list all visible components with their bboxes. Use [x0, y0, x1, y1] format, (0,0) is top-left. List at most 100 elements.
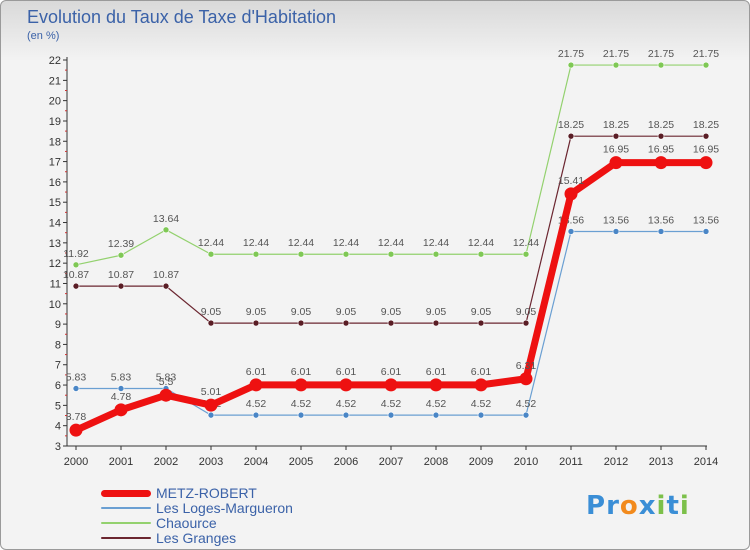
x-tick-label: 2009 [469, 456, 493, 468]
chart-title: Evolution du Taux de Taxe d'Habitation [27, 7, 336, 27]
data-label-metz-robert: 6.01 [471, 366, 492, 378]
data-label-les-loges-margueron: 13.56 [648, 214, 674, 226]
data-label-les-granges: 18.25 [648, 119, 674, 131]
data-label-les-granges: 18.25 [693, 119, 719, 131]
data-label-les-granges: 9.05 [516, 306, 537, 318]
data-label-metz-robert: 6.01 [291, 366, 312, 378]
data-label-les-granges: 9.05 [246, 306, 267, 318]
data-label-les-granges: 10.87 [63, 269, 89, 281]
data-point-metz-robert [609, 156, 623, 170]
x-tick-label: 2007 [379, 456, 403, 468]
data-point-les-loges-margueron [252, 411, 260, 419]
logo-letter: i [656, 491, 667, 521]
data-point-metz-robert [339, 378, 353, 392]
data-point-metz-robert [249, 378, 263, 392]
data-label-les-granges: 9.05 [336, 306, 357, 318]
data-point-les-loges-margueron [657, 228, 665, 235]
data-point-metz-robert [294, 378, 308, 392]
data-point-chaource [657, 61, 665, 69]
x-tick-label: 2012 [604, 456, 628, 468]
x-tick-label: 2011 [559, 456, 583, 468]
chart-legend: METZ-ROBERT Les Loges-Margueron Chaource Le… [101, 486, 361, 546]
data-point-chaource [522, 250, 530, 258]
logo-letter: t [666, 491, 680, 521]
data-point-les-granges [252, 319, 260, 327]
data-label-chaource: 21.75 [648, 48, 674, 60]
data-point-metz-robert [69, 423, 83, 437]
y-tick-label: 7 [55, 360, 61, 372]
data-label-metz-robert: 6.01 [336, 366, 357, 378]
data-label-chaource: 12.44 [423, 237, 449, 249]
data-label-chaource: 21.75 [558, 48, 584, 60]
data-point-les-loges-margueron [72, 385, 80, 392]
data-label-les-loges-margueron: 5.83 [111, 372, 132, 384]
legend-label: METZ-ROBERT [156, 485, 257, 501]
data-point-les-loges-margueron [117, 385, 125, 392]
data-label-chaource: 21.75 [693, 48, 719, 60]
data-label-metz-robert: 6.01 [381, 366, 402, 378]
y-tick-label: 19 [49, 116, 61, 128]
data-point-les-loges-margueron [477, 411, 485, 419]
y-tick-label: 10 [49, 299, 61, 311]
data-label-les-granges: 9.05 [471, 306, 492, 318]
legend-swatch [101, 537, 151, 539]
data-label-chaource: 12.44 [378, 237, 404, 249]
data-point-les-granges [657, 132, 665, 140]
data-point-chaource [432, 250, 440, 258]
data-point-les-loges-margueron [522, 411, 530, 419]
x-tick-label: 2014 [694, 456, 718, 468]
data-label-chaource: 12.39 [108, 238, 134, 250]
data-point-metz-robert [384, 378, 398, 392]
data-label-metz-robert: 15.41 [558, 175, 584, 187]
data-label-metz-robert: 5.01 [201, 386, 222, 398]
data-label-metz-robert: 16.95 [603, 144, 629, 156]
legend-item: Les Loges-Margueron [101, 501, 361, 516]
data-point-chaource [72, 261, 80, 269]
x-tick-label: 2008 [424, 456, 448, 468]
data-point-les-granges [612, 132, 620, 140]
data-point-metz-robert [159, 388, 173, 402]
data-label-les-loges-margueron: 4.52 [291, 398, 312, 410]
data-point-les-loges-margueron [432, 411, 440, 419]
data-point-chaource [612, 61, 620, 69]
data-label-les-loges-margueron: 13.56 [603, 214, 629, 226]
data-label-les-loges-margueron: 4.52 [471, 398, 492, 410]
y-tick-label: 5 [55, 400, 61, 412]
data-point-les-granges [702, 132, 710, 140]
data-label-metz-robert: 6.01 [426, 366, 447, 378]
data-label-les-loges-margueron: 4.52 [381, 398, 402, 410]
y-tick-label: 8 [55, 339, 61, 351]
data-point-les-granges [432, 319, 440, 327]
data-label-metz-robert: 6.31 [516, 360, 537, 372]
data-label-metz-robert: 16.95 [693, 144, 719, 156]
data-label-chaource: 12.44 [333, 237, 359, 249]
y-tick-label: 20 [49, 96, 61, 108]
data-label-les-loges-margueron: 13.56 [693, 214, 719, 226]
y-tick-label: 15 [49, 197, 61, 209]
legend-item: Les Granges [101, 531, 361, 546]
data-point-les-granges [522, 319, 530, 327]
data-point-chaource [162, 226, 170, 234]
data-label-metz-robert: 5.5 [159, 376, 174, 388]
x-tick-label: 2005 [289, 456, 313, 468]
data-point-les-granges [162, 282, 170, 290]
data-label-chaource: 12.44 [243, 237, 269, 249]
data-label-les-granges: 9.05 [291, 306, 312, 318]
data-label-les-loges-margueron: 4.52 [426, 398, 447, 410]
data-label-les-loges-margueron: 4.52 [246, 398, 267, 410]
y-tick-label: 18 [49, 136, 61, 148]
y-tick-label: 17 [49, 157, 61, 169]
data-point-metz-robert [474, 378, 488, 392]
data-point-chaource [297, 250, 305, 258]
data-point-chaource [387, 250, 395, 258]
y-tick-label: 4 [55, 421, 61, 433]
y-tick-label: 22 [49, 55, 61, 67]
data-point-les-loges-margueron [297, 411, 305, 419]
legend-swatch [101, 507, 151, 509]
data-label-chaource: 21.75 [603, 48, 629, 60]
data-point-chaource [702, 61, 710, 69]
data-label-metz-robert: 16.95 [648, 144, 674, 156]
logo-letter: o [619, 491, 639, 521]
data-point-metz-robert [114, 403, 128, 417]
